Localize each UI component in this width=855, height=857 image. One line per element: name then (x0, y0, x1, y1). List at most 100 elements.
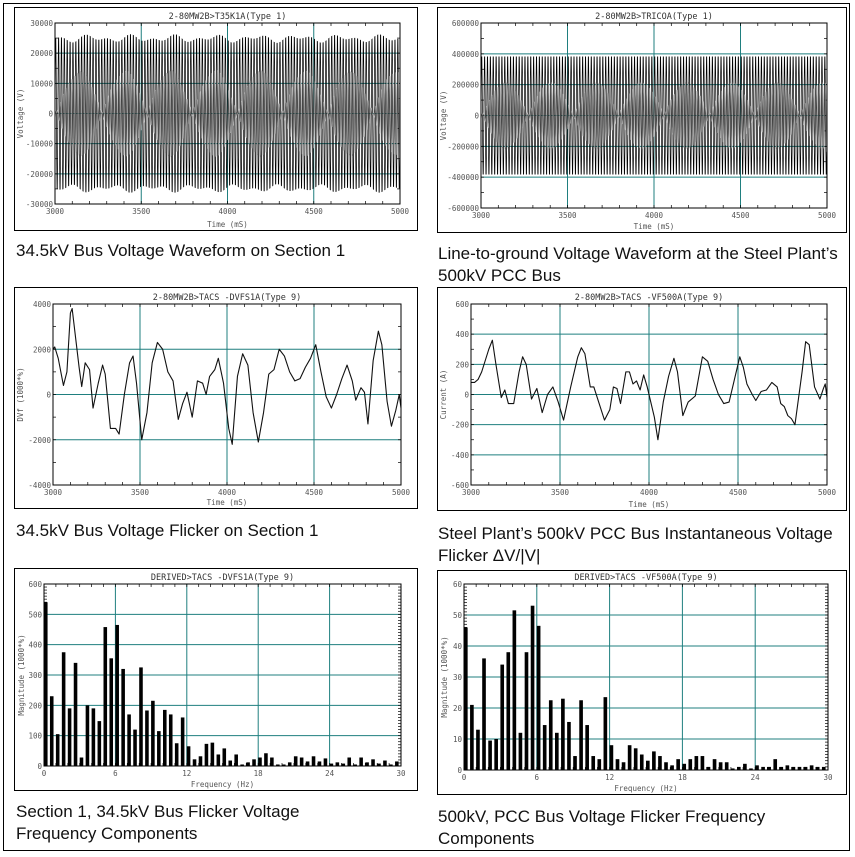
bar (700, 756, 705, 770)
y-tick-label: 60 (453, 580, 463, 589)
bar (55, 734, 60, 766)
chart-svg: 2-80MW2B>T35K1A(Type 1) Time (mS) Voltage … (16, 12, 410, 229)
x-tick-label: 4500 (305, 207, 324, 216)
x-axis-label: Time (mS) (207, 498, 248, 507)
y-tick-label: 0 (464, 391, 469, 400)
chart-title: DERIVED>TACS -VF500A(Type 9) (574, 573, 717, 583)
bar (103, 627, 108, 766)
x-tick-label: 5000 (392, 488, 411, 497)
bar (97, 721, 102, 766)
x-tick-label: 4000 (640, 488, 659, 497)
bar (688, 759, 693, 770)
bar (133, 729, 137, 766)
y-tick-label: 4000 (33, 300, 52, 309)
chart-title: 2-80MW2B>TACS -DVFS1A(Type 9) (153, 293, 301, 303)
caption-pcc-flicker-spectrum: 500kV, PCC Bus Voltage Flicker Frequency… (438, 807, 766, 848)
bar (488, 740, 492, 770)
x-tick-label: 0 (462, 773, 467, 782)
bar (627, 745, 632, 770)
bar (79, 757, 84, 766)
bar (49, 696, 54, 766)
bar (785, 765, 790, 770)
chart-pcc-voltage-flicker: 2-80MW2B>TACS -VF500A(Type 9) Time (mS) Cu… (437, 287, 847, 511)
x-axis-label: Time (mS) (634, 222, 675, 231)
bar (470, 704, 474, 770)
bar (299, 757, 304, 766)
bar (712, 759, 717, 770)
bar (186, 746, 191, 766)
caption-pcc-voltage-flicker: Steel Plant’s 500kV PCC Bus Instantaneou… (438, 524, 833, 565)
bar (476, 729, 480, 770)
bar (168, 714, 173, 766)
plot-area-border (463, 583, 829, 771)
y-tick-label: 200 (28, 701, 42, 710)
bar (240, 764, 244, 766)
bar (548, 700, 553, 770)
bar (67, 708, 72, 766)
bar (694, 756, 699, 770)
bar (61, 652, 66, 766)
caption-bus-voltage-waveform: 34.5kV Bus Voltage Waveform on Section 1 (16, 241, 346, 260)
bar (270, 757, 274, 766)
y-tick-label: 100 (28, 732, 42, 741)
bar (305, 761, 310, 766)
plot-area-border (54, 22, 401, 205)
y-tick-label: 200000 (452, 81, 480, 90)
chart-svg: 2-80MW2B>TACS -DVFS1A(Type 9) Time (mS) DV… (16, 293, 411, 507)
bar (585, 725, 589, 770)
y-axis-label: Magnitude (1000*%) (440, 636, 449, 717)
y-tick-label: 600 (455, 300, 469, 309)
x-tick-label: 6 (113, 769, 118, 778)
plot-area-border (480, 22, 828, 209)
figure-frame (3, 3, 850, 851)
bar (506, 652, 511, 770)
bar (561, 698, 565, 770)
y-tick-label: 500 (28, 610, 42, 619)
bar (621, 762, 626, 770)
chart-title: 2-80MW2B>TRICOA(Type 1) (595, 12, 713, 22)
bar (353, 764, 357, 766)
chart-title: 2-80MW2B>T35K1A(Type 1) (169, 12, 287, 22)
y-axis-label: Magnitude (1000*%) (17, 634, 26, 715)
y-tick-label: 400 (455, 330, 469, 339)
bar (389, 764, 393, 766)
x-tick-label: 30 (823, 773, 833, 782)
bar (518, 732, 523, 770)
bar (359, 757, 363, 766)
plot-area-border (52, 303, 402, 486)
x-tick-label: 6 (535, 773, 540, 782)
x-axis-label: Frequency (Hz) (191, 780, 254, 789)
y-axis-label: DVf (1000*%) (16, 367, 25, 421)
chart-bus-voltage-waveform: 2-80MW2B>T35K1A(Type 1) Time (mS) Voltage … (14, 7, 418, 231)
chart-title: 2-80MW2B>TACS -VF500A(Type 9) (575, 293, 723, 303)
x-tick-label: 4000 (218, 207, 237, 216)
waveform-modulation-line (54, 69, 401, 158)
x-axis-label: Time (mS) (207, 220, 248, 229)
x-tick-label: 3500 (131, 488, 150, 497)
bar (127, 714, 131, 766)
x-tick-label: 3000 (46, 207, 65, 216)
bar (791, 766, 796, 770)
x-tick-label: 18 (254, 769, 264, 778)
bar (646, 760, 650, 770)
bar (329, 763, 334, 766)
bar (383, 760, 387, 766)
x-tick-label: 4500 (305, 488, 324, 497)
bar (536, 625, 541, 770)
bar (639, 754, 644, 770)
chart-title: DERIVED>TACS -DVFS1A(Type 9) (151, 573, 294, 583)
x-tick-label: 3000 (462, 488, 481, 497)
y-tick-label: -4000 (28, 481, 51, 490)
series-line (52, 307, 402, 445)
y-tick-label: -2000 (28, 436, 51, 445)
x-axis-label: Frequency (Hz) (614, 784, 677, 793)
chart-pcc-voltage-waveform: 2-80MW2B>TRICOA(Type 1) Time (mS) Voltage … (437, 7, 847, 233)
x-tick-label: 12 (182, 769, 191, 778)
x-tick-label: 0 (42, 769, 47, 778)
chart-bus-voltage-flicker: 2-80MW2B>TACS -DVFS1A(Type 9) Time (mS) DV… (14, 287, 418, 509)
y-tick-label: 10000 (30, 79, 53, 88)
y-tick-label: 0 (48, 110, 53, 119)
bar (198, 756, 203, 766)
y-tick-label: 40 (453, 642, 463, 651)
y-tick-label: -400 (451, 451, 470, 460)
